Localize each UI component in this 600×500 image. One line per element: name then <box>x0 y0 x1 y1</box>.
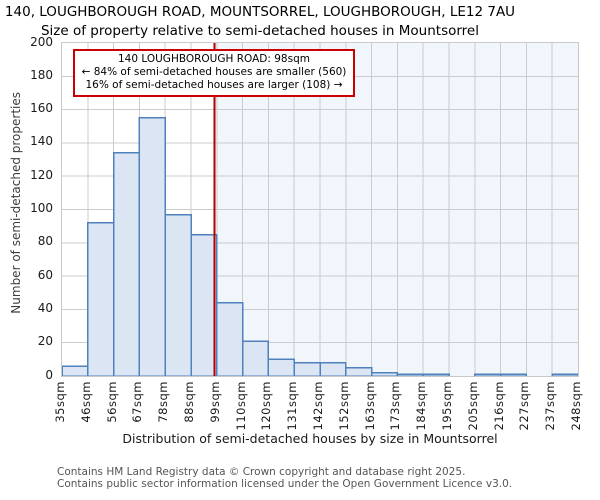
x-tick-label: 237sqm <box>543 381 558 431</box>
chart-subtitle: Size of property relative to semi-detach… <box>40 23 479 39</box>
x-tick-label: 35sqm <box>53 381 67 423</box>
histogram-bar <box>396 373 424 376</box>
x-tick-label: 78sqm <box>156 381 171 423</box>
x-tick-label: 227sqm <box>517 381 532 431</box>
y-tick-label: 60 <box>37 267 53 282</box>
histogram-bar <box>422 373 450 376</box>
footer: Contains HM Land Registry data © Crown c… <box>57 466 513 490</box>
x-tick-label: 216sqm <box>491 381 506 431</box>
x-tick-label: 184sqm <box>414 381 429 431</box>
histogram-bar <box>345 366 373 376</box>
x-tick-label: 163sqm <box>362 381 377 431</box>
plot-area <box>61 42 579 377</box>
histogram-bar <box>293 361 321 376</box>
y-tick-label: 200 <box>30 34 53 49</box>
y-tick-label: 120 <box>30 167 53 182</box>
x-tick-label: 67sqm <box>130 381 145 423</box>
histogram-bar <box>370 371 399 376</box>
y-tick-label: 100 <box>30 201 53 215</box>
histogram-bar <box>499 373 528 376</box>
histogram-bar <box>474 373 502 376</box>
title-block: 140, LOUGHBOROUGH ROAD, MOUNTSORREL, LOU… <box>0 3 520 41</box>
x-tick-label: 88sqm <box>182 381 196 423</box>
annotation-smaller-line: ← 84% of semi-detached houses are smalle… <box>81 66 347 78</box>
histogram-bar <box>112 152 141 376</box>
histogram-svg <box>62 43 578 376</box>
x-tick-label: 142sqm <box>311 381 325 431</box>
histogram-bar <box>190 233 218 376</box>
y-tick-label: 40 <box>37 300 53 315</box>
y-tick-label: 140 <box>30 134 53 149</box>
histogram-bar <box>62 365 89 376</box>
annotation-box: 140 LOUGHBOROUGH ROAD: 98sqm ← 84% of se… <box>73 49 355 97</box>
annotation-larger-line: 16% of semi-detached houses are larger (… <box>85 79 343 91</box>
x-tick-label: 173sqm <box>388 381 403 431</box>
x-tick-label: 46sqm <box>78 381 93 423</box>
chart-title: 140, LOUGHBOROUGH ROAD, MOUNTSORREL, LOU… <box>4 4 516 20</box>
y-tick-label: 20 <box>37 334 53 349</box>
x-tick-label: 56sqm <box>104 381 119 423</box>
x-tick-label: 120sqm <box>259 381 274 431</box>
x-tick-label: 131sqm <box>285 381 300 431</box>
x-tick-label: 195sqm <box>440 381 454 431</box>
histogram-bar <box>267 358 295 376</box>
y-tick-label: 160 <box>30 101 53 116</box>
annotation-property-line: 140 LOUGHBOROUGH ROAD: 98sqm <box>118 53 310 65</box>
x-tick-label: 110sqm <box>233 381 248 431</box>
y-tick-label: 180 <box>30 67 53 82</box>
x-axis-title: Distribution of semi-detached houses by … <box>122 431 498 446</box>
x-tick-label: 152sqm <box>336 381 351 431</box>
footer-attribution-2: Contains public sector information licen… <box>57 477 513 490</box>
x-tick-label: 99sqm <box>207 381 222 423</box>
footer-attribution-1: Contains HM Land Registry data © Crown c… <box>57 466 466 478</box>
histogram-bar <box>319 361 347 376</box>
histogram-bar <box>138 117 166 376</box>
y-tick-label: 80 <box>37 234 53 249</box>
x-tick-label: 248sqm <box>569 381 583 431</box>
histogram-bar <box>241 340 270 376</box>
y-tick-label: 0 <box>45 367 53 382</box>
histogram-bar <box>551 373 578 376</box>
x-tick-label: 205sqm <box>465 381 480 431</box>
histogram-bar <box>164 213 192 376</box>
histogram-bar <box>87 222 115 376</box>
histogram-bar <box>216 301 244 376</box>
